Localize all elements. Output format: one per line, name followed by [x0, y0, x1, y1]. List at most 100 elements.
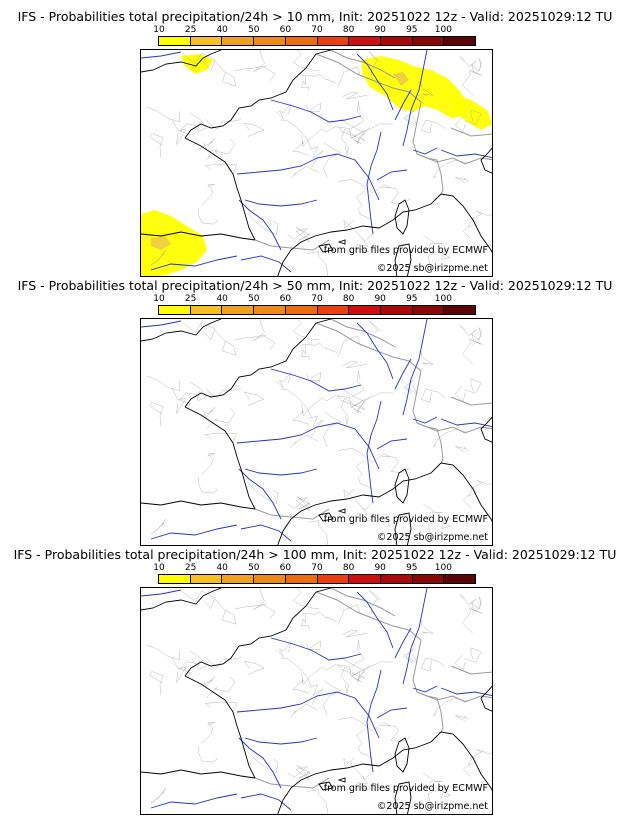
admin-boundary — [287, 766, 310, 781]
river — [238, 468, 282, 520]
admin-boundary — [287, 497, 310, 512]
river — [244, 468, 318, 476]
probability-legend: 10 25 40 50 60 70 80 90 95 100 — [153, 294, 476, 316]
admin-boundary — [469, 211, 492, 220]
river — [270, 637, 362, 661]
legend-tick-label: 70 — [311, 294, 323, 304]
admin-boundary — [350, 639, 365, 667]
legend-color-cell — [380, 37, 413, 45]
admin-boundary — [340, 387, 366, 408]
admin-boundary — [280, 119, 312, 149]
legend-color-cell — [190, 306, 223, 314]
admin-boundary — [292, 404, 309, 425]
country-border — [254, 239, 330, 251]
admin-boundary — [204, 701, 237, 712]
panel-title: IFS - Probabilities total precipitation/… — [17, 278, 613, 293]
admin-boundary — [355, 459, 372, 489]
admin-boundary — [454, 446, 469, 453]
admin-boundary — [418, 620, 434, 634]
admin-boundary — [340, 656, 366, 677]
admin-boundary — [172, 119, 187, 145]
precip-probability-area — [141, 210, 207, 276]
admin-boundary — [355, 728, 372, 758]
admin-boundary — [362, 392, 394, 405]
river — [238, 737, 282, 789]
admin-boundary — [280, 388, 312, 418]
admin-boundary — [368, 320, 382, 345]
copyright-credit: ©2025 sb@irizpme.net — [376, 801, 488, 812]
admin-boundary — [201, 453, 215, 475]
legend-color-cell — [380, 306, 413, 314]
copyright-credit: ©2025 sb@irizpme.net — [376, 263, 488, 274]
admin-boundary — [301, 75, 310, 92]
admin-boundary — [340, 118, 366, 139]
river — [376, 169, 408, 181]
legend-color-cell — [254, 37, 286, 45]
admin-boundary — [234, 335, 276, 351]
coastline — [141, 500, 256, 510]
admin-boundary — [381, 186, 411, 204]
admin-boundary — [280, 657, 312, 687]
legend-tick-label: 60 — [279, 25, 292, 35]
admin-boundary — [198, 746, 218, 763]
admin-boundary — [214, 329, 237, 356]
admin-boundary — [290, 166, 319, 180]
admin-boundary — [459, 594, 477, 611]
island-coastline — [337, 239, 346, 245]
admin-boundary — [432, 160, 469, 179]
legend-tick-label: 90 — [374, 294, 386, 304]
admin-boundary — [198, 477, 218, 494]
legend-tick-label: 25 — [184, 563, 197, 573]
admin-boundary — [201, 722, 215, 744]
probability-legend: 10 25 40 50 60 70 80 90 95 100 — [153, 563, 476, 585]
river — [141, 51, 182, 59]
river — [402, 588, 428, 685]
admin-boundary — [296, 227, 311, 241]
admin-boundary — [214, 60, 237, 87]
river — [412, 416, 438, 424]
admin-boundary — [275, 641, 292, 658]
river — [402, 50, 428, 147]
admin-boundary — [247, 751, 279, 773]
precip-probability-area — [451, 94, 492, 130]
admin-boundary — [243, 660, 265, 675]
admin-boundary — [205, 657, 242, 668]
legend-color-cell — [254, 575, 286, 583]
legend-color-cell — [222, 306, 255, 314]
admin-boundary — [462, 755, 477, 777]
legend-tick-label: 80 — [342, 294, 355, 304]
admin-boundary — [336, 664, 362, 682]
island-coastline — [394, 243, 412, 276]
admin-boundary — [462, 338, 483, 365]
island-coastline — [394, 199, 410, 235]
coastline — [277, 731, 442, 814]
admin-boundary — [234, 604, 276, 620]
precip-probability-area — [361, 56, 469, 118]
admin-boundary — [355, 238, 378, 252]
island-coastline — [318, 243, 334, 253]
river — [150, 524, 238, 540]
country-border — [315, 591, 444, 733]
admin-boundary — [275, 372, 292, 389]
admin-boundary — [343, 757, 373, 780]
admin-boundary — [462, 607, 483, 634]
admin-boundary — [340, 131, 366, 145]
admin-boundary — [338, 717, 391, 732]
admin-boundary — [307, 251, 329, 276]
admin-boundary — [301, 344, 310, 361]
admin-boundary — [343, 219, 373, 242]
coastline — [315, 50, 332, 55]
admin-boundary — [342, 360, 368, 369]
legend-color-cell — [349, 575, 381, 583]
coastline — [277, 462, 442, 545]
legend-tick-label: 50 — [248, 294, 260, 304]
legend-tick-label: 70 — [311, 563, 323, 573]
admin-boundary — [454, 715, 469, 722]
legend-tick-label: 100 — [434, 294, 452, 304]
admin-boundary — [341, 397, 357, 425]
river — [236, 422, 380, 470]
admin-boundary — [323, 411, 342, 447]
admin-boundary — [301, 342, 338, 354]
admin-boundary — [306, 102, 322, 112]
legend-color-cell — [254, 306, 286, 314]
